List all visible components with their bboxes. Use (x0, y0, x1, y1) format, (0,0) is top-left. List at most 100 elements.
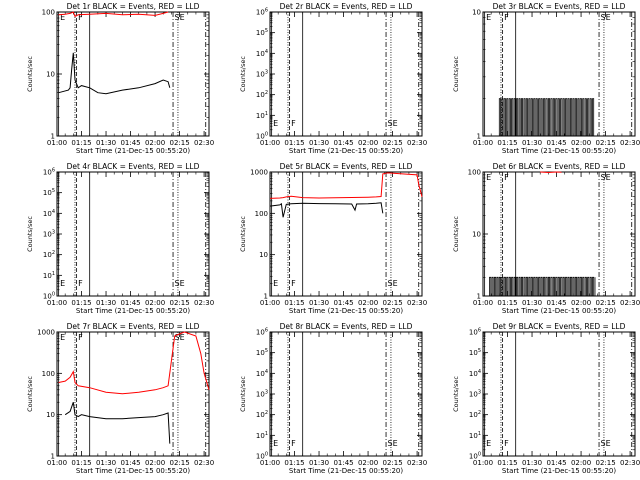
panel-title: Det 7r BLACK = Events, RED = LLD (67, 322, 200, 331)
y-axis-label: Counts/sec (26, 56, 34, 92)
x-tick-label: 02:00 (571, 459, 591, 467)
event-marker-label: SE (175, 333, 185, 342)
y-tick-label: 100 (255, 210, 268, 218)
y-tick-label: 100 (42, 370, 55, 378)
x-tick-label: 02:15 (382, 299, 402, 307)
y-tick-label: 101 (469, 431, 481, 440)
event-marker-label: F (78, 333, 83, 342)
x-tick-label: 01:30 (522, 459, 542, 467)
series-events-line (64, 402, 171, 444)
event-marker-label: F (504, 173, 509, 182)
event-marker-label: F (291, 279, 296, 288)
x-tick-label: 01:00 (47, 139, 67, 147)
event-marker-label: SE (175, 279, 185, 288)
x-tick-label: 01:45 (120, 139, 140, 147)
y-tick-label: 101 (256, 431, 268, 440)
series-lld-line (58, 11, 169, 18)
event-marker-label: F (78, 279, 83, 288)
y-axis-label: Counts/sec (239, 376, 247, 412)
plot-frame (482, 331, 636, 457)
event-marker-label: E (60, 279, 65, 288)
x-tick-label: 02:00 (571, 299, 591, 307)
x-tick-label: 01:00 (260, 459, 280, 467)
event-marker-label: F (291, 439, 296, 448)
x-tick-label: 02:00 (358, 459, 378, 467)
x-tick-label: 02:15 (595, 299, 615, 307)
x-tick-label: 01:15 (284, 459, 304, 467)
y-tick-label: 10 (46, 411, 55, 419)
y-tick-label: 103 (43, 230, 55, 239)
event-marker-label: SE (601, 439, 611, 448)
x-tick-label: 01:00 (260, 139, 280, 147)
x-tick-label: 02:15 (382, 459, 402, 467)
y-tick-label: 103 (256, 70, 268, 79)
panel-title: Det 8r BLACK = Events, RED = LLD (280, 322, 413, 331)
y-tick-label: 1000 (250, 169, 268, 177)
x-tick-label: 01:30 (309, 139, 329, 147)
x-tick-label: 01:45 (333, 459, 353, 467)
y-axis-label: Counts/sec (26, 216, 34, 252)
y-axis-label: Counts/sec (239, 216, 247, 252)
x-axis-label: Start Time (21-Dec-15 00:55:20) (289, 307, 403, 315)
x-tick-label: 02:30 (407, 299, 427, 307)
y-tick-label: 1 (477, 293, 481, 301)
panel-title: Det 2r BLACK = Events, RED = LLD (280, 2, 413, 11)
y-tick-label: 10 (472, 231, 481, 239)
x-tick-label: 01:45 (546, 459, 566, 467)
plot-frame (56, 11, 210, 137)
event-marker-label: SE (388, 119, 398, 128)
x-tick-label: 01:30 (522, 139, 542, 147)
panel-title: Det 3r BLACK = Events, RED = LLD (493, 2, 626, 11)
x-axis-label: Start Time (21-Dec-15 00:55:20) (502, 467, 616, 475)
y-axis-label: Counts/sec (239, 56, 247, 92)
x-tick-label: 01:15 (497, 459, 517, 467)
y-tick-label: 105 (256, 28, 268, 37)
x-tick-label: 01:45 (120, 459, 140, 467)
x-tick-label: 02:00 (145, 139, 165, 147)
y-tick-label: 104 (256, 369, 268, 378)
y-tick-label: 104 (43, 209, 55, 218)
series-lld-line (58, 331, 210, 395)
x-tick-label: 01:15 (71, 459, 91, 467)
event-marker-label: SE (601, 13, 611, 22)
y-tick-label: 103 (256, 390, 268, 399)
y-tick-label: 106 (256, 328, 268, 337)
x-tick-label: 02:00 (358, 139, 378, 147)
x-tick-label: 01:00 (473, 299, 493, 307)
x-tick-label: 02:00 (571, 139, 591, 147)
y-axis-label: Counts/sec (452, 56, 460, 92)
event-marker-label: SE (388, 439, 398, 448)
x-tick-label: 01:45 (333, 139, 353, 147)
event-marker-label: E (60, 13, 65, 22)
x-tick-label: 02:15 (595, 459, 615, 467)
plot-frame (269, 11, 423, 137)
y-tick-label: 1 (51, 133, 55, 141)
x-tick-label: 02:00 (358, 299, 378, 307)
panel-det-4r: Det 4r BLACK = Events, RED = LLD Counts/s… (26, 162, 214, 315)
panel-det-7r: Det 7r BLACK = Events, RED = LLD Counts/s… (26, 322, 214, 475)
x-axis-label: Start Time (21-Dec-15 00:55:20) (502, 147, 616, 155)
x-tick-label: 01:00 (260, 299, 280, 307)
y-tick-label: 10 (259, 251, 268, 259)
x-tick-label: 01:30 (96, 459, 116, 467)
y-tick-label: 1 (264, 293, 268, 301)
x-tick-label: 01:15 (497, 139, 517, 147)
x-axis-label: Start Time (21-Dec-15 00:55:20) (289, 467, 403, 475)
panel-title: Det 9r BLACK = Events, RED = LLD (493, 322, 626, 331)
series-lld-line (269, 172, 423, 199)
x-tick-label: 02:30 (194, 299, 214, 307)
y-tick-label: 105 (256, 348, 268, 357)
x-tick-label: 02:30 (407, 139, 427, 147)
x-tick-label: 01:15 (284, 299, 304, 307)
x-tick-label: 01:45 (546, 299, 566, 307)
x-tick-label: 02:00 (145, 299, 165, 307)
y-tick-label: 104 (256, 49, 268, 58)
x-tick-label: 01:15 (71, 299, 91, 307)
event-marker-label: E (486, 173, 491, 182)
x-tick-label: 01:45 (120, 299, 140, 307)
y-axis-label: Counts/sec (26, 376, 34, 412)
y-tick-label: 102 (256, 410, 268, 419)
x-tick-label: 01:30 (309, 459, 329, 467)
event-marker-label: SE (388, 279, 398, 288)
x-tick-label: 02:15 (382, 139, 402, 147)
